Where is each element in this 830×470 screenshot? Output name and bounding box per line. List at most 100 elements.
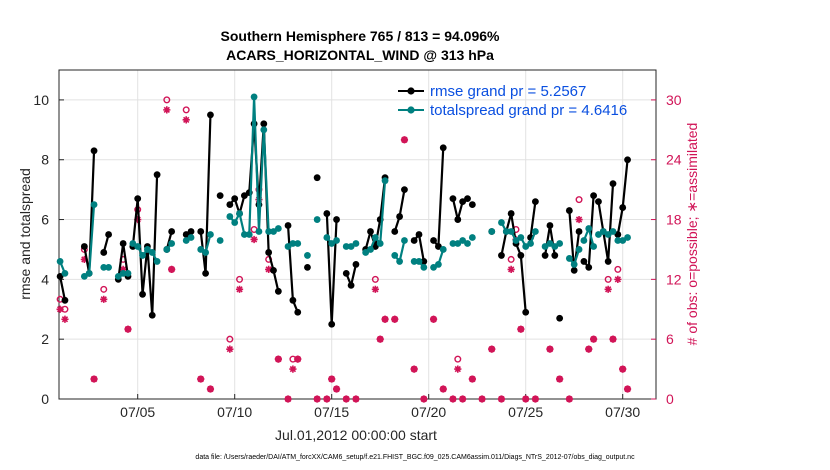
obs-assimilated-point <box>206 385 215 393</box>
spread-point <box>488 228 496 235</box>
rmse-point <box>274 287 282 295</box>
obs-assimilated-point <box>585 345 593 353</box>
obs-assimilated-point <box>507 265 515 273</box>
spread-point <box>129 240 137 247</box>
rmse-point <box>168 228 176 235</box>
rmse-point <box>439 144 447 152</box>
spread-point <box>401 237 408 244</box>
obs-assimilated-point <box>522 395 530 403</box>
spread-point <box>570 261 578 268</box>
y2-tick-label: 18 <box>666 212 682 228</box>
rmse-point <box>323 210 331 217</box>
obs-assimilated-point <box>284 395 292 403</box>
spread-point <box>255 228 263 235</box>
spread-point <box>624 234 631 241</box>
y2-tick-label: 6 <box>666 331 674 347</box>
spread-point <box>517 234 525 241</box>
obs-assimilated-point <box>454 365 462 373</box>
spread-point <box>241 231 248 238</box>
obs-assimilated-point <box>604 285 612 293</box>
obs-assimilated-point <box>478 395 486 403</box>
obs-possible-point <box>100 285 108 293</box>
spread-point <box>498 219 505 226</box>
rmse-point <box>454 216 462 223</box>
spread-point <box>226 213 234 220</box>
legend-rmse-marker <box>407 87 415 95</box>
rmse-point <box>575 228 583 235</box>
spread-point <box>153 258 161 265</box>
rmse-point <box>522 308 530 316</box>
obs-assimilated-point <box>342 395 350 403</box>
obs-markers <box>56 96 632 403</box>
rmse-point <box>619 204 627 211</box>
rmse-point <box>226 201 234 208</box>
rmse-point <box>371 243 379 250</box>
obs-possible-point <box>371 275 379 283</box>
spread-point <box>187 234 195 241</box>
rmse-point <box>333 216 340 223</box>
spread-point <box>541 243 549 250</box>
obs-assimilated-point <box>376 335 384 343</box>
spread-point <box>468 234 476 241</box>
obs-assimilated-point <box>590 335 598 343</box>
x-axis-label: Jul.01,2012 00:00:00 start <box>275 427 437 443</box>
obs-assimilated-point <box>449 395 457 403</box>
rmse-point <box>304 264 311 271</box>
spread-point <box>56 258 64 265</box>
rmse-point <box>182 231 190 238</box>
spread-point <box>614 237 622 244</box>
spread-point <box>396 258 403 265</box>
spread-point <box>410 258 418 265</box>
rmse-line <box>59 276 67 301</box>
obs-assimilated-point <box>497 395 506 403</box>
rmse-point <box>139 290 146 298</box>
obs-assimilated-point <box>289 365 297 373</box>
obs-assimilated-point <box>313 395 321 403</box>
spread-point <box>163 246 171 253</box>
legend: rmse grand pr = 5.2567 totalspread grand… <box>398 83 627 119</box>
spread-point <box>464 240 471 247</box>
rmse-point <box>270 266 277 274</box>
obs-assimilated-point <box>459 395 467 403</box>
spread-point <box>619 237 627 244</box>
spread-point <box>105 264 112 271</box>
obs-assimilated-point <box>614 275 622 283</box>
rmse-point <box>517 252 525 259</box>
spread-point <box>527 240 534 247</box>
obs-assimilated-point <box>352 395 360 403</box>
rmse-point <box>532 198 539 206</box>
rmse-point <box>187 228 195 235</box>
rmse-point <box>420 258 428 265</box>
spread-point <box>231 219 239 226</box>
x-axis: 07/05 07/10 07/15 07/20 07/25 07/30 <box>120 394 640 420</box>
obs-assimilated-point <box>371 285 379 293</box>
spread-point <box>216 237 224 244</box>
obs-assimilated-point <box>119 265 127 273</box>
spread-point <box>245 231 253 238</box>
obs-assimilated-point <box>90 375 98 383</box>
spread-point <box>502 228 510 235</box>
obs-assimilated-point <box>468 375 476 383</box>
spread-point <box>381 177 389 185</box>
spread-point <box>119 269 127 277</box>
spread-point <box>323 234 331 241</box>
spread-point <box>430 264 437 271</box>
y-tick-label: 2 <box>41 331 49 347</box>
obs-possible-point <box>614 265 622 273</box>
spread-point <box>391 252 399 259</box>
spread-point <box>420 264 428 271</box>
spread-point <box>604 231 612 238</box>
y-tick-label: 4 <box>41 271 49 287</box>
spread-point <box>575 246 583 253</box>
spread-point <box>551 243 559 250</box>
spread-point <box>270 228 277 235</box>
rmse-point <box>624 156 631 164</box>
rmse-point <box>459 198 467 206</box>
y-tick-label: 10 <box>33 92 49 108</box>
rmse-line <box>131 174 159 317</box>
rmse-point <box>207 111 214 119</box>
rmse-point <box>430 237 437 244</box>
spread-point <box>250 93 258 101</box>
x-tick-label: 07/30 <box>605 404 640 420</box>
rmse-point <box>61 296 69 304</box>
